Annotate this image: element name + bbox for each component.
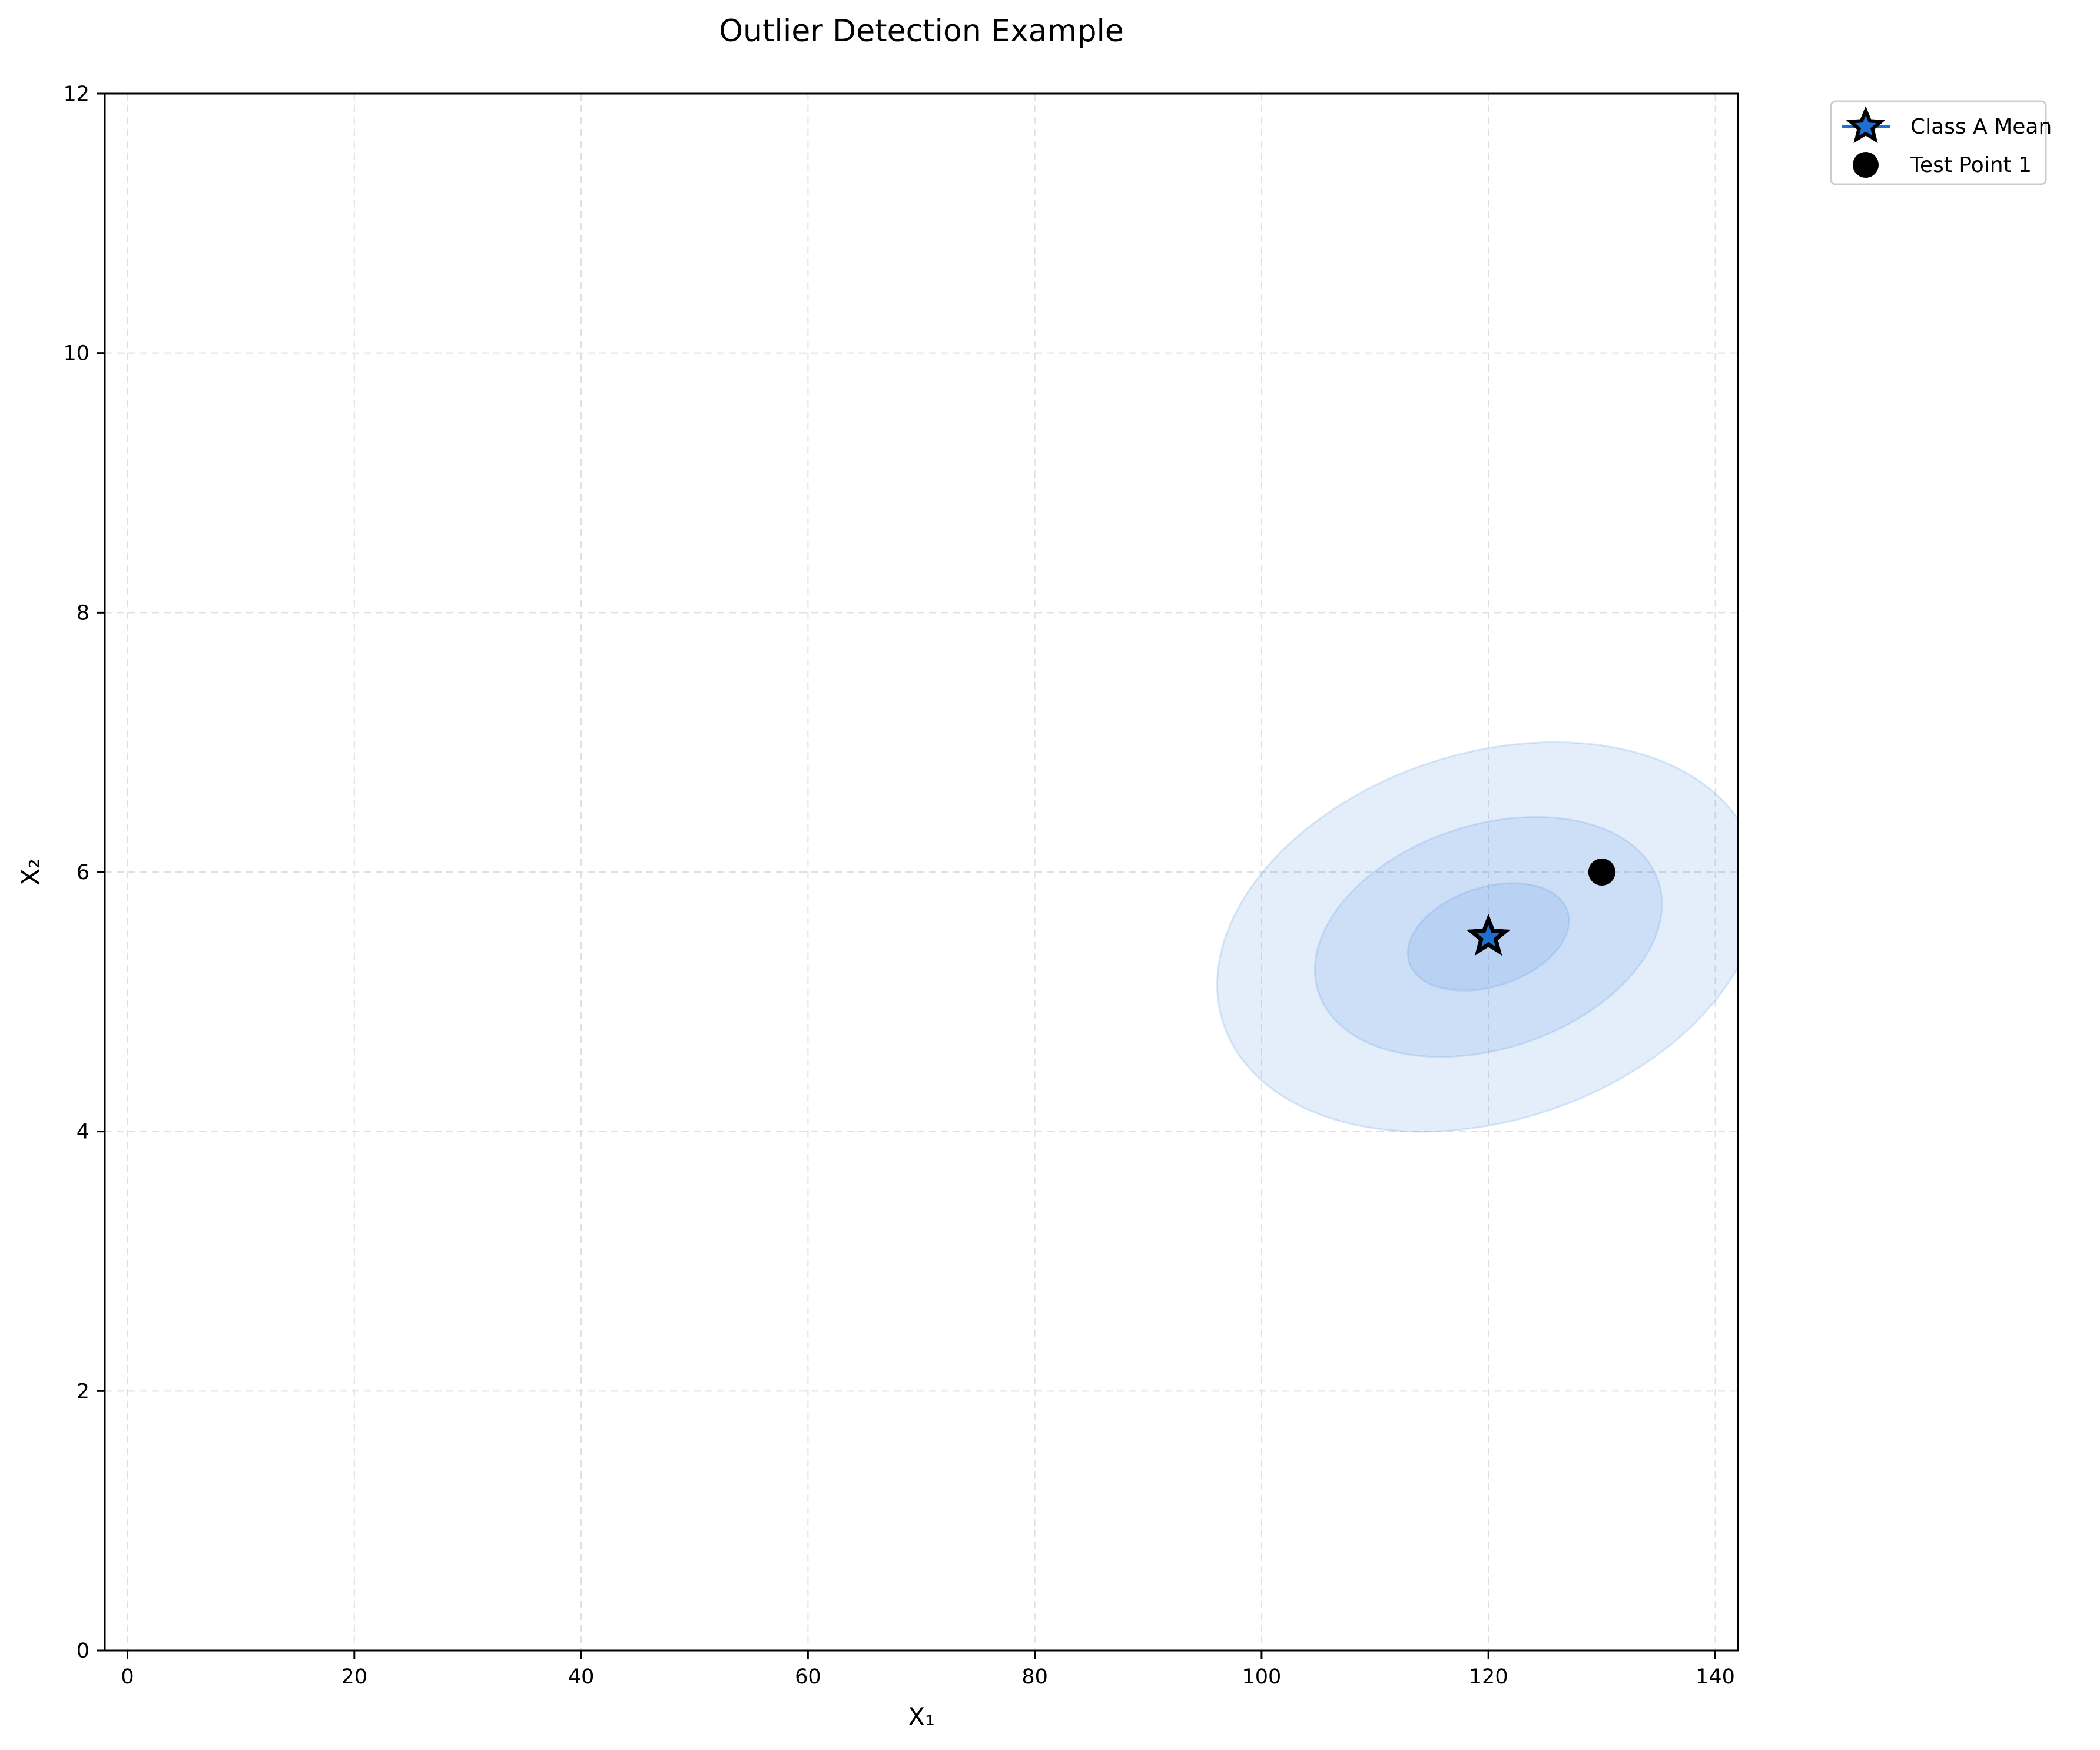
legend-box: [1830, 100, 2047, 185]
legend-circle-icon: [1853, 152, 1879, 178]
x-tick-label: 0: [121, 1665, 134, 1689]
y-tick-label: 0: [77, 1639, 89, 1663]
x-axis-label: X₁: [908, 1702, 935, 1731]
x-tick-label: 80: [1021, 1665, 1048, 1689]
chart-title: Outlier Detection Example: [719, 14, 1124, 49]
y-tick-label: 8: [77, 601, 89, 625]
x-tick-label: 20: [341, 1665, 368, 1689]
y-tick-label: 10: [63, 342, 89, 366]
x-tick-label: 140: [1696, 1665, 1735, 1689]
x-tick-label: 40: [568, 1665, 595, 1689]
x-tick-label: 120: [1469, 1665, 1508, 1689]
legend: Class A Mean Test Point 1: [1830, 100, 2052, 185]
grid: [105, 93, 1738, 1651]
legend-star-icon: [1846, 106, 1886, 144]
y-tick-label: 4: [77, 1121, 89, 1144]
legend-label: Test Point 1: [1910, 153, 2032, 177]
y-tick-label: 2: [77, 1380, 89, 1403]
y-axis-label: X₂: [16, 859, 45, 886]
x-tick-label: 100: [1242, 1665, 1282, 1689]
class-a-mean-marker: [1466, 913, 1511, 956]
data-markers: [1466, 859, 1615, 956]
x-axis-ticks: 0 20 40 60 80 100 120 140: [121, 1650, 1735, 1689]
y-axis-ticks: 0 2 4 6 8 10 12: [63, 82, 105, 1663]
y-tick-label: 6: [77, 861, 89, 884]
y-tick-label: 12: [63, 82, 89, 106]
test-point-marker: [1588, 859, 1615, 886]
legend-label: Class A Mean: [1910, 115, 2052, 139]
x-tick-label: 60: [795, 1665, 821, 1689]
